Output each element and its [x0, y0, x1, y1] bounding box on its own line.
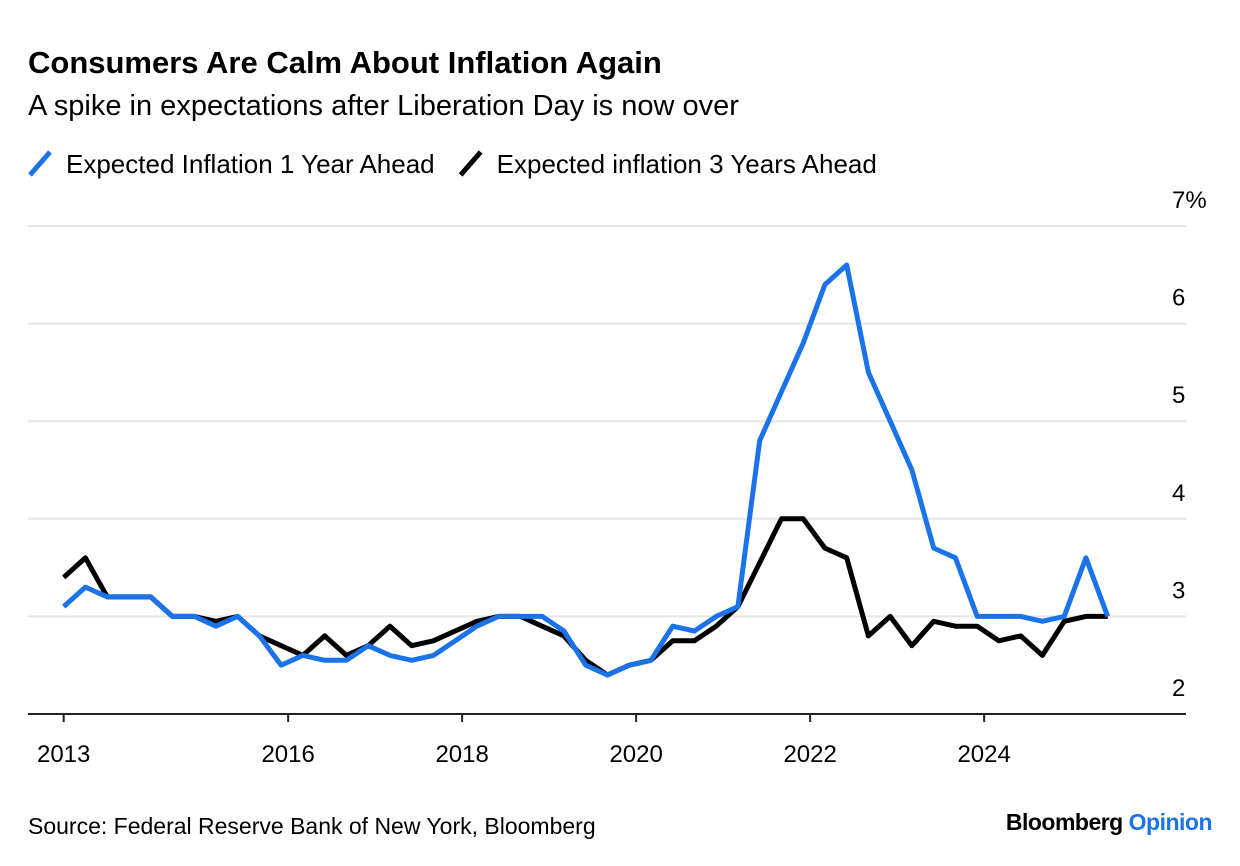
x-tick-label: 2016 — [261, 741, 314, 768]
brand-section: Opinion — [1129, 809, 1212, 835]
x-tick-label: 2020 — [609, 741, 662, 768]
x-tick-label: 2024 — [957, 741, 1010, 768]
y-tick-label: 6 — [1172, 285, 1185, 312]
x-tick-label: 2022 — [783, 741, 836, 768]
y-tick-label: 2 — [1172, 675, 1185, 702]
legend-swatch — [28, 150, 52, 177]
chart-title: Consumers Are Calm About Inflation Again — [28, 45, 662, 80]
y-tick-label: 7% — [1172, 187, 1207, 214]
chart-subtitle: A spike in expectations after Liberation… — [28, 90, 739, 122]
legend-label: Expected inflation 3 Years Ahead — [497, 149, 877, 179]
series-line — [62, 262, 1111, 678]
x-tick-label: 2013 — [37, 741, 90, 768]
legend-swatch — [458, 150, 483, 177]
legend-label: Expected Inflation 1 Year Ahead — [66, 149, 435, 179]
y-tick-label: 4 — [1172, 480, 1185, 507]
brand: Bloomberg Opinion — [1006, 809, 1212, 835]
y-tick-label: 5 — [1172, 382, 1185, 409]
series-line — [62, 516, 1108, 678]
brand-name: Bloomberg — [1006, 809, 1123, 835]
y-tick-label: 3 — [1172, 577, 1185, 604]
x-tick-label: 2018 — [435, 741, 488, 768]
source: Source: Federal Reserve Bank of New York… — [28, 813, 596, 839]
